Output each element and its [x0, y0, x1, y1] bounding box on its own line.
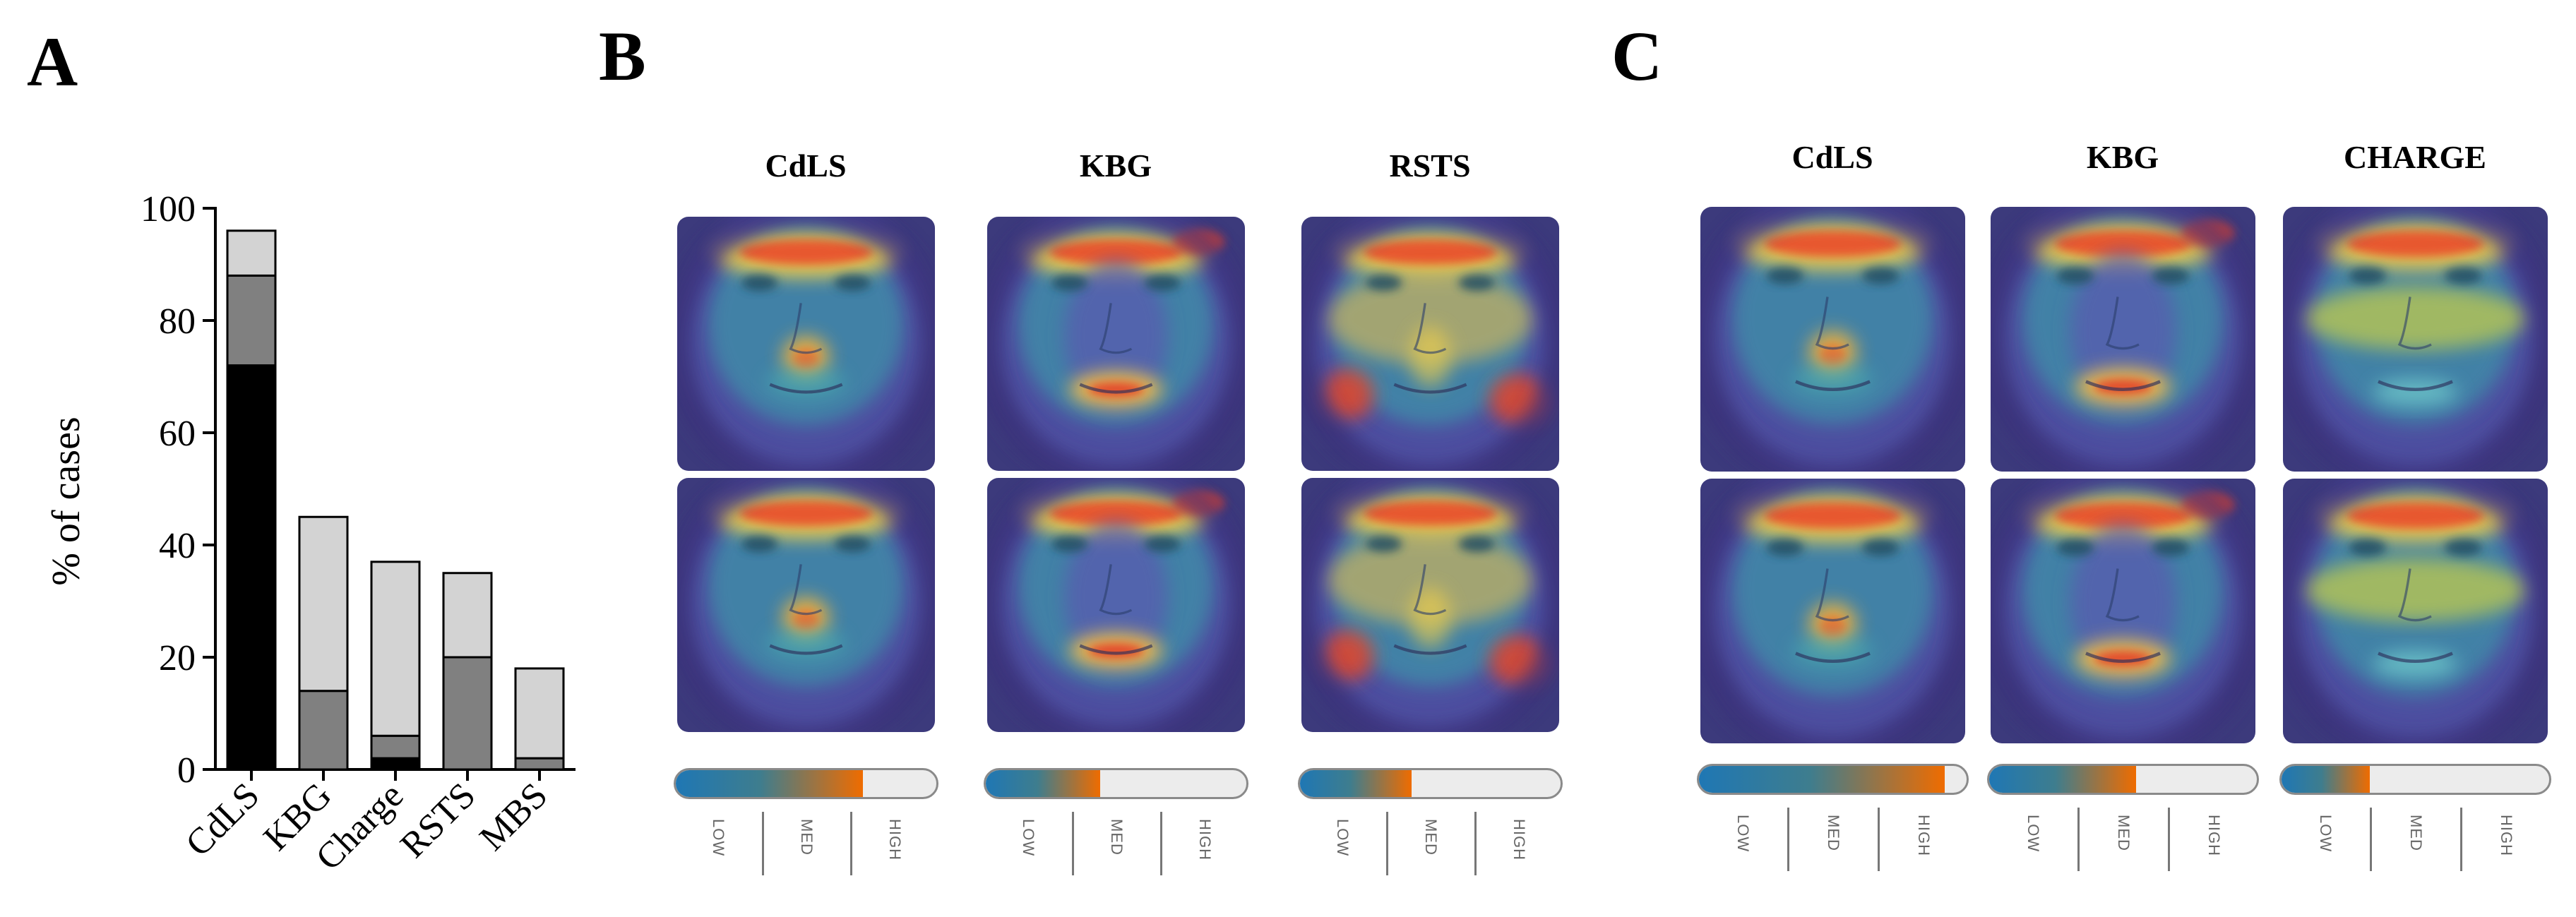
scale-label-med: MED [798, 819, 816, 856]
panelB-column-title: CdLS [765, 148, 847, 184]
panelB-heatmap-face-average [1301, 478, 1559, 732]
panelB-attention-meter [983, 768, 1248, 799]
x-tick-label: RSTS [393, 775, 483, 865]
scale-divider [849, 812, 852, 875]
scale-divider [1071, 812, 1074, 875]
x-tick-label: MBS [472, 775, 556, 858]
scale-label-high: HIGH [1510, 819, 1528, 861]
bar-segment [226, 274, 277, 367]
y-tick-label: 60 [159, 414, 196, 454]
meter-fill [2281, 766, 2370, 793]
panelC-column-title: KBG [2086, 139, 2159, 175]
panelC-attention-meter [2279, 764, 2551, 795]
scale-label-high: HIGH [2498, 815, 2516, 856]
panelC-heatmap-face-photo [2282, 207, 2548, 472]
scale-label-med: MED [1108, 819, 1126, 856]
scale-divider [1474, 812, 1477, 875]
scale-label-low: LOW [710, 819, 727, 857]
panel-letter-a: A [27, 23, 78, 101]
panelB-column-title: KBG [1079, 148, 1152, 184]
scale-label-low: LOW [1734, 815, 1752, 853]
bar-segment [370, 734, 421, 760]
scale-label-med: MED [1825, 815, 1842, 851]
scale-label-low: LOW [1334, 819, 1352, 857]
panelB-attention-meter [1297, 768, 1563, 799]
bar-segment [226, 229, 277, 277]
scale-divider [2168, 808, 2171, 871]
panelC-heatmap-face-average [1700, 479, 1965, 743]
scale-divider [1787, 808, 1789, 871]
scale-divider [2077, 808, 2080, 871]
meter-fill [1698, 766, 1945, 793]
panel-letter-c: C [1611, 17, 1663, 95]
scale-label-low: LOW [2316, 815, 2334, 853]
scale-divider [1878, 808, 1880, 871]
panelB-heatmap-face-photo [1301, 217, 1559, 471]
bar-segment [298, 690, 349, 771]
meter-fill [985, 770, 1100, 797]
scale-label-high: HIGH [1915, 815, 1933, 856]
y-tick-label: 80 [159, 301, 196, 342]
y-tick-label: 40 [159, 526, 196, 566]
panelC-heatmap-face-average [2282, 479, 2548, 743]
bar-segment [370, 561, 421, 737]
panelB-column-title: RSTS [1389, 148, 1471, 184]
bar-segment [514, 757, 565, 771]
panelC-heatmap-face-photo [1700, 207, 1965, 472]
panelC-attention-meter [1986, 764, 2259, 795]
bar-segment [370, 757, 421, 771]
panelC-column-title: CHARGE [2344, 139, 2486, 175]
panelB-heatmap-face-average [676, 478, 935, 732]
scale-divider [1385, 812, 1388, 875]
panelC-attention-meter [1696, 764, 1969, 795]
y-tick-label: 0 [177, 750, 196, 791]
scale-label-low: LOW [1020, 819, 1037, 857]
panelC-column-title: CdLS [1791, 139, 1873, 175]
panelC-heatmap-face-photo [1990, 207, 2255, 472]
scale-label-low: LOW [2024, 815, 2042, 853]
panelB-heatmap-face-photo [986, 217, 1245, 471]
panelB-heatmap-face-average [986, 478, 1245, 732]
panelC-heatmap-face-average [1990, 479, 2255, 743]
panel-letter-b: B [599, 17, 646, 95]
panelB-attention-meter [673, 768, 938, 799]
scale-label-med: MED [2115, 815, 2133, 851]
scale-label-med: MED [1422, 819, 1440, 856]
scale-label-high: HIGH [1196, 819, 1214, 861]
y-tick-label: 20 [159, 638, 196, 678]
y-axis-label: % of cases [44, 416, 88, 585]
scale-divider [2369, 808, 2372, 871]
scale-label-med: MED [2407, 815, 2425, 851]
meter-fill [675, 770, 864, 797]
panelB-heatmap-face-photo [676, 217, 935, 471]
bar-segment [226, 364, 277, 771]
scale-label-high: HIGH [886, 819, 904, 861]
meter-fill [1299, 770, 1412, 797]
y-tick-label: 100 [141, 189, 196, 229]
scale-divider [1159, 812, 1162, 875]
scale-label-high: HIGH [2205, 815, 2224, 856]
bar-segment [298, 515, 349, 693]
bar-segment [514, 667, 565, 760]
scale-divider [761, 812, 764, 875]
bar-segment [442, 656, 493, 771]
bar-segment [442, 572, 493, 659]
meter-fill [1988, 766, 2136, 793]
scale-divider [2460, 808, 2463, 871]
